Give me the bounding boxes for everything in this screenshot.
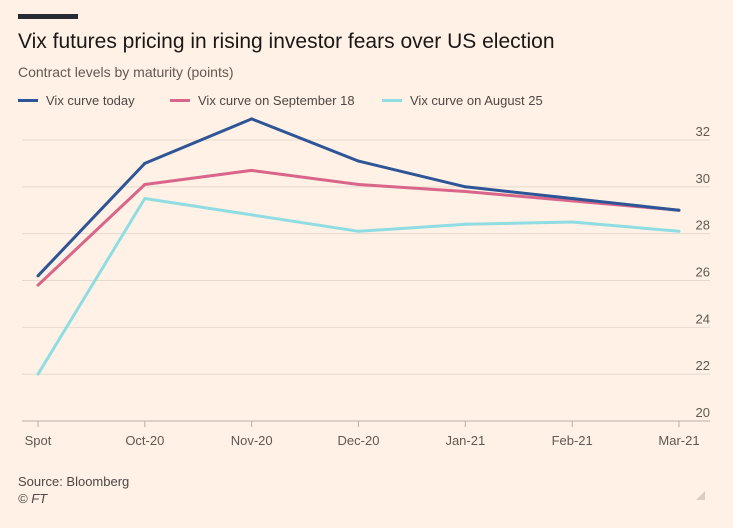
chart-subtitle: Contract levels by maturity (points)	[18, 64, 234, 80]
y-tick-label-22: 22	[696, 358, 710, 373]
data-point-1-2	[250, 168, 254, 172]
resize-corner-icon	[696, 491, 705, 500]
series-line-1	[36, 168, 680, 287]
x-tick-label-spot: Spot	[25, 433, 52, 448]
data-point-0-2	[250, 117, 254, 121]
series-line-2	[36, 197, 680, 375]
legend-swatch-today	[18, 99, 38, 102]
data-point-0-1	[143, 161, 147, 165]
data-point-2-3	[357, 229, 360, 233]
data-point-2-5	[570, 220, 574, 224]
y-tick-label-24: 24	[696, 311, 710, 326]
data-point-1-3	[357, 182, 360, 186]
legend-swatch-august-25	[382, 99, 402, 102]
ft-credit: © FT	[18, 491, 48, 506]
data-point-1-1	[143, 182, 147, 186]
data-point-2-1	[143, 197, 147, 201]
data-point-1-4	[463, 190, 467, 194]
data-point-2-6	[677, 229, 681, 233]
source-note: Source: Bloomberg	[18, 474, 130, 489]
data-point-1-0	[36, 283, 40, 287]
x-tick-label-feb-21: Feb-21	[552, 433, 593, 448]
x-tick-label-mar-21: Mar-21	[658, 433, 699, 448]
data-point-1-5	[570, 199, 574, 203]
data-point-0-6	[677, 208, 681, 212]
y-tick-label-26: 26	[696, 265, 710, 280]
header-rule	[18, 14, 78, 19]
series-line-0	[36, 117, 680, 277]
x-tick-label-dec-20: Dec-20	[338, 433, 380, 448]
data-point-0-4	[463, 185, 467, 189]
legend-swatch-september-18	[170, 99, 190, 102]
legend-item-today: Vix curve today	[18, 93, 135, 108]
legend-item-september-18: Vix curve on September 18	[170, 93, 355, 108]
legend-item-august-25: Vix curve on August 25	[382, 93, 543, 108]
chart-title: Vix futures pricing in rising investor f…	[18, 30, 555, 53]
data-point-0-5	[570, 197, 574, 201]
legend-label-august-25: Vix curve on August 25	[410, 93, 543, 108]
data-point-2-0	[36, 372, 40, 376]
x-tick-label-oct-20: Oct-20	[125, 433, 164, 448]
x-tick-label-jan-21: Jan-21	[445, 433, 485, 448]
y-tick-label-32: 32	[696, 124, 710, 139]
y-tick-label-20: 20	[696, 405, 710, 420]
y-tick-label-28: 28	[696, 218, 710, 233]
legend-label-today: Vix curve today	[46, 93, 135, 108]
legend-label-september-18: Vix curve on September 18	[198, 93, 355, 108]
y-tick-label-30: 30	[696, 171, 710, 186]
data-point-2-4	[463, 222, 467, 226]
x-tick-label-nov-20: Nov-20	[231, 433, 273, 448]
data-point-2-2	[250, 213, 254, 217]
data-point-0-3	[357, 159, 360, 163]
data-point-0-0	[36, 274, 40, 278]
